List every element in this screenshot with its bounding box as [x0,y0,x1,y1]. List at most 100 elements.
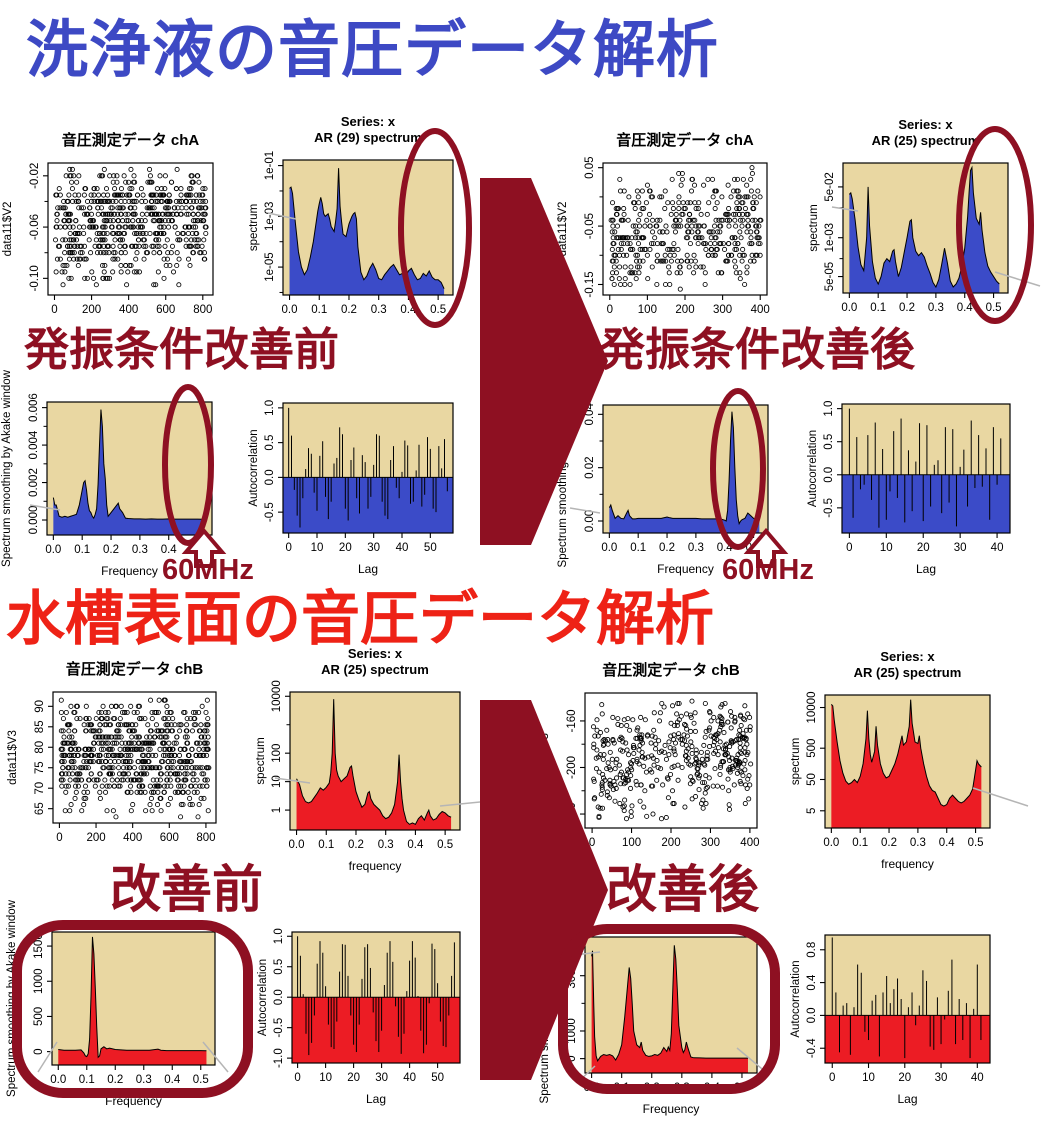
x-tick-label: 0 [829,1072,835,1084]
x-tick-label: 0.3 [136,1074,152,1086]
x-tick-label: 30 [935,1072,948,1084]
x-tick-label: 20 [898,1072,911,1084]
y-tick-label: 1e-03 [824,223,836,252]
plot-p13-smooth-chb-before: 0.0 0.1 0.2 0.3 0.4 0.5 0 500 1000 1500 Spectrum s… [4,888,237,1119]
y-axis-label: spectrum [790,738,802,785]
plot-p15-smooth-chb-after: 0.0 0.1 0.2 0.3 0.4 0.5 0 1000 3000 Spectrum smoo… [537,893,779,1127]
plot-p14-acf-chb-before: 0 10 20 30 40 50 1.0 0.5 0.0 -0.5 -1.0 Autocorrelat… [244,888,482,1117]
y-axis-label: Autocorrelation [257,959,269,1036]
x-tick-label: 0.0 [50,1074,66,1086]
x-tick-label: 30 [954,542,967,554]
y-tick-label: -160 [566,709,578,732]
page-title-tank-surface: 水槽表面の音圧データ解析 [6,586,715,652]
y-tick-label: 500 [806,739,818,758]
plot-title: AR (25) spectrum [854,665,962,680]
x-tick-label: 0.2 [659,542,675,554]
plot-p4-ar25-spectrum: 0.0 0.1 0.2 0.3 0.4 0.5 5e-02 1e-03 5e-05 Series:… [795,119,1030,347]
plot-title: Series: x [341,116,396,129]
x-tick-label: 0.0 [601,542,617,554]
y-axis-label: spectrum [255,737,267,784]
y-axis-label: Spectrum smoothing by Akake window [6,899,18,1097]
plot-p12-ar25-spectrum-chb-after: 0.0 0.1 0.2 0.3 0.4 0.5 5 50 500 10000 Series: x AR… [777,651,1012,882]
svg-p16-acf-chb-after: 0 10 20 30 40 0.8 0.4 0.0 -0.4 Autocorrelation Lag [790,934,991,1106]
y-axis-label: spectrum [808,204,820,251]
svg-p11-chb-scatter-after: 0 100 200 300 400 -160 -200 -240 音圧測定データ chB data… [539,661,759,849]
x-tick-label: 0.5 [968,837,984,849]
y-tick-label: 5e-05 [824,262,836,291]
y-tick-label: 0.5 [264,435,276,451]
y-axis-label: Spectrum smoothing by Akake window [557,370,569,568]
y-tick-label: -0.05 [584,213,596,239]
y-tick-label: 5e-02 [824,172,836,201]
svg-p12-ar25-spectrum-chb-after: 0.0 0.1 0.2 0.3 0.4 0.5 5 50 500 10000 Series: xAR… [790,651,991,871]
x-tick-label: 0 [285,542,291,554]
x-tick-label: 100 [622,837,641,849]
y-tick-label: -0.15 [584,271,596,297]
y-axis-label: Spectrum smoothing by Akake window [539,906,551,1104]
x-axis-label: Lag [916,562,936,576]
y-axis-label: spectrum [248,204,260,251]
x-tick-label: 30 [367,542,380,554]
y-axis-label: data11$V3 [7,730,19,785]
svg-p8-acf-after: 0 10 20 30 40 1.0 0.5 0.0 -0.5 Autocorrelation Lag [807,401,1011,576]
plot-p1-cha-scatter-before: 0 200 400 600 800 -0.02 -0.06 -0.10 音圧測定データ chA d… [0,119,235,349]
x-tick-label: 0.0 [823,837,839,849]
y-tick-label: 1000 [566,1018,578,1044]
x-tick-label: 20 [339,542,352,554]
x-tick-label: 0.3 [132,544,148,556]
plot-title: AR (25) spectrum [872,133,980,148]
x-axis-label: Lag [366,1092,386,1106]
x-tick-label: 10 [862,1072,875,1084]
y-tick-label: -0.5 [264,502,276,522]
y-tick-label: -200 [566,756,578,779]
y-tick-label: 70 [34,782,46,795]
svg-p9-chb-scatter-before: 0 200 400 600 800 90 85 80 75 70 65 音圧測定データ chB data… [7,660,217,844]
x-tick-label: 20 [917,542,930,554]
y-tick-label: 0.8 [806,942,818,958]
y-tick-label: -0.4 [806,1038,818,1058]
x-tick-label: 50 [424,542,437,554]
x-tick-label: 0.5 [986,302,1002,314]
y-tick-label: 0.006 [28,393,40,422]
x-tick-label: 0.3 [688,542,704,554]
x-tick-label: 300 [701,837,720,849]
x-tick-label: 50 [431,1072,444,1084]
y-tick-label: 0.05 [584,156,596,178]
svg-p3-cha-scatter-after: 0 100 200 300 400 0.05 -0.05 -0.15 音圧測定データ chA da… [557,131,770,316]
y-tick-label: 0.002 [28,468,40,497]
x-tick-label: 0.3 [371,304,387,316]
x-tick-label: 0.1 [318,839,334,851]
y-tick-label: 0.0 [273,989,285,1005]
y-tick-label: 1e-05 [264,252,276,281]
x-tick-label: 0.2 [348,839,364,851]
y-tick-label: 10000 [271,680,283,712]
plot-title: 音圧測定データ chA [62,131,200,149]
y-tick-label: 90 [34,700,46,713]
y-tick-label: 10000 [806,692,818,724]
x-tick-label: 100 [638,304,657,316]
y-axis-label: Autocorrelation [790,960,802,1037]
x-tick-label: 600 [156,304,175,316]
x-axis-label: Frequency [105,1094,162,1108]
y-tick-label: 1.0 [823,401,835,417]
y-tick-label: 85 [34,720,46,733]
label-improvement-before: 改善前 [110,861,264,918]
x-tick-label: 200 [82,304,101,316]
svg-p15-smooth-chb-after: 0.0 0.1 0.2 0.3 0.4 0.5 0 1000 3000 Spectrum smoo… [539,906,758,1116]
plot-p16-acf-chb-after: 0 10 20 30 40 0.8 0.4 0.0 -0.4 Autocorrelation Lag [777,891,1012,1117]
x-tick-label: 30 [375,1072,388,1084]
y-tick-label: 10 [271,775,283,788]
y-tick-label: -0.06 [29,214,41,240]
y-tick-label: 1e-03 [264,202,276,231]
x-tick-label: 200 [661,837,680,849]
x-tick-label: 10 [311,542,324,554]
y-tick-label: 0.5 [823,434,835,450]
y-tick-label: 1e-01 [264,151,276,180]
y-tick-label: 0 [566,1055,578,1061]
x-tick-label: 0 [607,304,613,316]
svg-p14-acf-chb-before: 0 10 20 30 40 50 1.0 0.5 0.0 -0.5 -1.0 Autocorrelat… [257,928,461,1106]
x-tick-label: 0.0 [282,304,298,316]
label-improvement-after: 改善後 [606,861,760,918]
svg-p13-smooth-chb-before: 0.0 0.1 0.2 0.3 0.4 0.5 0 500 1000 1500 Spectrum s… [6,899,216,1108]
